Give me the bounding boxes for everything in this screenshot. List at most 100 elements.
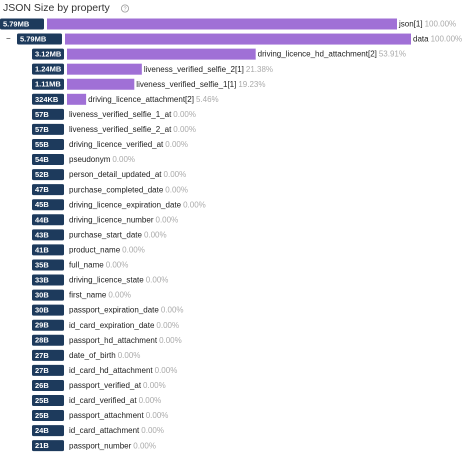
property-name: person_detail_updated_at	[69, 170, 162, 179]
percent-label: 5.46%	[196, 95, 219, 104]
size-label: 26B	[35, 381, 49, 390]
property-name: liveness_verified_selfie_2[1]	[144, 65, 244, 74]
percent-label: 0.00%	[108, 291, 131, 300]
size-label: 44B	[35, 215, 49, 224]
size-badge[interactable]	[32, 123, 64, 135]
property-name: passport_hd_attachment	[69, 336, 158, 345]
size-label: 5.79MB	[3, 19, 30, 28]
property-name: driving_licence_expiration_date	[69, 200, 182, 209]
percent-label: 21.38%	[246, 65, 273, 74]
size-badge[interactable]	[32, 379, 64, 391]
size-badge[interactable]	[32, 274, 64, 286]
percent-label: 0.00%	[106, 261, 129, 270]
size-badge[interactable]	[32, 334, 64, 346]
property-name: liveness_verified_selfie_1_at	[69, 110, 172, 119]
collapse-toggle[interactable]: −	[6, 34, 11, 43]
size-bar[interactable]	[65, 33, 411, 45]
size-label: 43B	[35, 230, 49, 239]
percent-label: 0.00%	[144, 230, 167, 239]
size-badge[interactable]	[32, 244, 64, 256]
size-label: 1.24MB	[35, 65, 62, 74]
percent-label: 0.00%	[112, 155, 135, 164]
percent-label: 0.00%	[146, 276, 169, 285]
property-name: passport_number	[69, 441, 132, 450]
size-badge[interactable]	[32, 395, 64, 406]
size-badge[interactable]	[32, 78, 64, 90]
size-label: 3.12MB	[35, 50, 62, 59]
percent-label: 0.00%	[165, 185, 188, 194]
percent-label: 0.00%	[133, 441, 156, 450]
size-bar[interactable]	[67, 63, 142, 75]
size-badge[interactable]	[32, 63, 64, 75]
size-badge[interactable]	[32, 364, 64, 376]
size-badge[interactable]	[32, 349, 64, 361]
size-badge[interactable]	[32, 304, 64, 316]
size-label: 41B	[35, 245, 49, 254]
percent-label: 0.00%	[156, 215, 179, 224]
property-name: pseudonym	[69, 155, 111, 164]
percent-label: 100.00%	[431, 35, 463, 44]
percent-label: 0.00%	[159, 336, 182, 345]
size-badge[interactable]	[32, 199, 64, 211]
size-badge[interactable]	[32, 154, 64, 166]
percent-label: 0.00%	[156, 321, 179, 330]
property-name: full_name	[69, 261, 104, 270]
property-name: liveness_verified_selfie_2_at	[69, 125, 172, 134]
size-badge[interactable]	[32, 214, 64, 226]
size-label: 5.79MB	[20, 35, 47, 44]
property-name: liveness_verified_selfie_1[1]	[136, 80, 236, 89]
percent-label: 0.00%	[118, 351, 141, 360]
size-badge[interactable]	[0, 18, 44, 30]
percent-label: 0.00%	[165, 140, 188, 149]
size-label: 47B	[35, 185, 49, 194]
help-icon[interactable]: ?	[123, 6, 126, 12]
size-label: 324KB	[35, 95, 59, 104]
size-badge[interactable]	[32, 138, 64, 150]
size-label: 30B	[35, 291, 49, 300]
size-badge[interactable]	[32, 93, 64, 105]
size-badge[interactable]	[32, 425, 64, 437]
percent-label: 0.00%	[122, 246, 145, 255]
size-badge[interactable]	[32, 48, 64, 60]
property-name: purchase_completed_date	[69, 185, 164, 194]
size-label: 33B	[35, 276, 49, 285]
size-bar[interactable]	[47, 18, 397, 30]
help-icon-circle[interactable]	[121, 4, 130, 13]
percent-label: 0.00%	[155, 366, 178, 375]
size-label: 27B	[35, 351, 49, 360]
percent-label: 0.00%	[139, 396, 162, 405]
size-badge[interactable]	[32, 289, 64, 301]
size-badge[interactable]	[32, 440, 64, 452]
size-badge[interactable]	[32, 108, 64, 120]
size-badge[interactable]	[32, 169, 64, 181]
property-name: passport_expiration_date	[69, 306, 159, 315]
property-name: id_card_attachment	[69, 426, 140, 435]
property-name: id_card_verified_at	[69, 396, 137, 405]
property-name: passport_attachment	[69, 411, 144, 420]
size-label: 1.11MB	[35, 80, 61, 89]
size-bar[interactable]	[67, 93, 87, 105]
size-label: 57B	[35, 125, 49, 134]
percent-label: 0.00%	[146, 411, 169, 420]
property-name: json[1]	[398, 20, 423, 29]
size-label: 27B	[35, 366, 49, 375]
size-bar[interactable]	[67, 78, 135, 90]
size-label: 54B	[35, 155, 49, 164]
size-badge[interactable]	[32, 259, 64, 271]
size-badge[interactable]	[17, 33, 62, 45]
size-label: 24B	[35, 426, 49, 435]
size-label: 55B	[35, 140, 49, 149]
size-badge[interactable]	[32, 410, 64, 422]
percent-label: 100.00%	[425, 20, 457, 29]
property-name: driving_licence_number	[69, 215, 154, 224]
size-badge[interactable]	[32, 319, 64, 331]
property-name: data	[413, 35, 429, 44]
size-label: 30B	[35, 306, 49, 315]
size-label: 25B	[35, 396, 49, 405]
size-label: 52B	[35, 170, 49, 179]
size-bar[interactable]	[67, 48, 256, 60]
size-badge[interactable]	[32, 184, 64, 196]
percent-label: 0.00%	[143, 381, 166, 390]
size-badge[interactable]	[32, 229, 64, 241]
